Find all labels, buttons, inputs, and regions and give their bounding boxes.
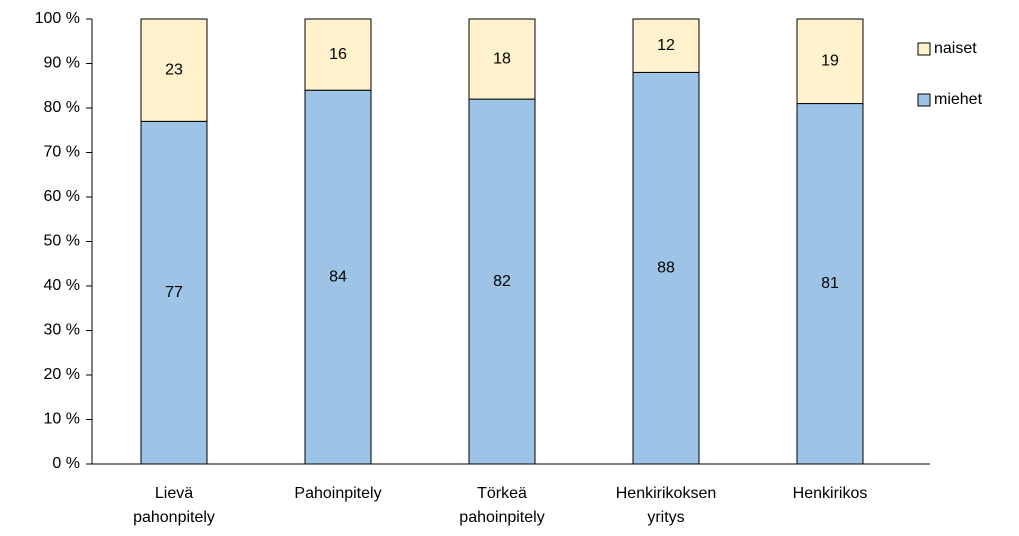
y-tick-label: 0 % (52, 455, 80, 472)
y-tick-label: 80 % (44, 99, 80, 116)
bar-segment (796, 18, 864, 105)
data-label: 82 (493, 273, 511, 290)
legend-label: naiset (934, 40, 977, 57)
bar-segment (468, 98, 536, 465)
data-label: 23 (165, 61, 183, 78)
bar-segment (468, 18, 536, 100)
data-label: 12 (657, 37, 675, 54)
x-tick-label: Lievä pahonpitely (133, 485, 215, 526)
data-label: 19 (821, 52, 839, 69)
x-tick-label: Törkeä pahoinpitely (459, 485, 545, 526)
bar-segment (632, 18, 700, 73)
y-tick-label: 100 % (35, 10, 80, 27)
data-label: 81 (821, 275, 839, 292)
y-tick-label: 10 % (44, 411, 80, 428)
y-tick-label: 40 % (44, 277, 80, 294)
y-tick-label: 90 % (44, 55, 80, 72)
data-label: 84 (329, 268, 347, 285)
x-tick-label: Henkirikos (792, 485, 868, 502)
legend-swatch (917, 42, 931, 56)
bar-segment (304, 18, 372, 91)
y-tick-label: 20 % (44, 366, 80, 383)
y-tick-label: 70 % (44, 144, 80, 161)
data-label: 18 (493, 50, 511, 67)
bar-segment (140, 18, 208, 122)
x-tick-label: Henkirikoksen yritys (615, 485, 717, 526)
x-tick-label: Pahoinpitely (294, 485, 382, 502)
y-tick-label: 50 % (44, 233, 80, 250)
data-label: 88 (657, 259, 675, 276)
bar-segment (632, 71, 700, 465)
legend-swatch (917, 93, 931, 107)
bar-segment (140, 120, 208, 465)
y-tick-label: 30 % (44, 322, 80, 339)
legend-label: miehet (934, 91, 983, 108)
data-label: 16 (329, 46, 347, 63)
data-label: 77 (165, 284, 183, 301)
y-tick-label: 60 % (44, 188, 80, 205)
